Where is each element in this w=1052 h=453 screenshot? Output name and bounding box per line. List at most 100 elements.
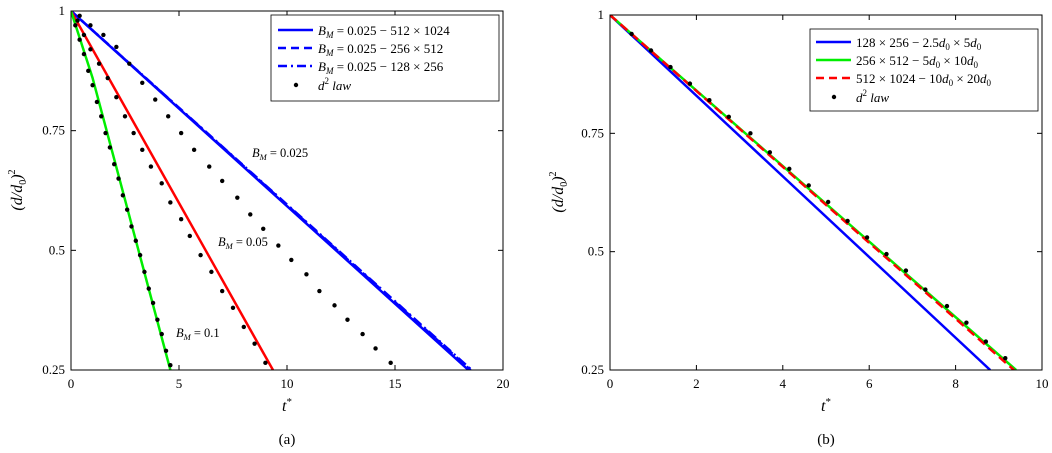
panel-a-dot-6-11	[168, 200, 173, 205]
panel-a-dot-5-5	[140, 80, 145, 86]
panel-b-dot-3-19	[1003, 355, 1008, 361]
panel-a-dot-5-15	[276, 243, 281, 248]
panel-b-dot-3-6	[748, 131, 753, 136]
panel-a-x-axis-title: t*	[282, 396, 292, 415]
panel-a-dot-5-18	[317, 288, 322, 294]
annotation-bm-0025: BM = 0.025	[252, 146, 308, 162]
panel-b-xtick-label: 0	[607, 376, 614, 391]
annotation-bm-005: BM = 0.05	[218, 235, 268, 251]
panel-a-ytick-label: 0.25	[42, 362, 65, 377]
panel-a-dot-7-7	[103, 130, 108, 136]
panel-a-dot-5-13	[248, 212, 253, 217]
legend-b-entry-4: d2 law	[856, 88, 889, 105]
panel-b-dot-3-17	[964, 320, 969, 325]
panel-b-dot-3-16	[944, 303, 950, 309]
panel-a-dot-5-2	[101, 32, 106, 38]
panel-a-plot-area	[71, 11, 473, 429]
legend-swatch-a-dots	[293, 82, 299, 88]
panel-a-dot-5-16	[289, 257, 294, 263]
panel-b-xtick-label: 6	[866, 376, 873, 391]
panel-a-dot-6-18	[241, 324, 246, 330]
panel-a-dot-5-22	[373, 346, 378, 351]
panel-a-xtick-label: 5	[176, 376, 183, 391]
panel-b-dot-3-1	[648, 48, 654, 53]
panel-a-dot-7-16	[142, 269, 147, 275]
panel-a-dot-6-7	[131, 130, 136, 136]
panel-a-dot-7-0	[73, 23, 78, 28]
panel-a-dot-5-0	[77, 13, 82, 18]
panel-b-dot-3-11	[845, 218, 850, 224]
panel-a-dot-5-26	[432, 401, 436, 405]
panel-a-dot-7-18	[150, 300, 156, 306]
panel-a-chart: 0 5 10 15 20 0.25 0.5 0.75 1 (d/d0)2 t* BM = 0.0…	[7, 3, 510, 448]
panel-a-series-line-4	[71, 11, 172, 370]
panel-b-caption: (b)	[817, 432, 835, 448]
panel-a-dot-7-11	[120, 193, 126, 198]
panel-b-series-line-2	[610, 15, 1015, 370]
panel-a-dot-5-9	[191, 147, 197, 153]
panel-a-dot-5-6	[153, 97, 158, 102]
panel-a-dot-5-19	[332, 303, 337, 308]
panel-a-dot-6-0	[75, 18, 80, 23]
panel-a-dot-5-12	[235, 195, 240, 200]
panel-b-xtick-label: 10	[1036, 376, 1049, 391]
panel-b-x-axis-title: t*	[821, 396, 831, 415]
panel-b-dot-3-12	[864, 235, 870, 240]
panel-a-dot-6-5	[114, 94, 119, 100]
panel-b-axes-frame	[609, 14, 1043, 371]
panel-b-dot-3-15	[923, 287, 928, 292]
panel-a-dot-5-17	[304, 272, 309, 277]
panel-a-dot-5-20	[345, 317, 350, 322]
panel-b-dot-3-0	[629, 31, 634, 37]
panel-b-y-axis-title: (d/d0)2	[548, 171, 570, 212]
panel-a-dot-7-5	[94, 99, 100, 105]
panel-b-series-line-0	[610, 15, 992, 370]
panel-b-xtick-label: 4	[780, 376, 787, 391]
panel-b-dot-3-2	[668, 64, 673, 70]
panel-a-caption: (a)	[279, 432, 296, 448]
panel-b-dot-3-3	[687, 81, 693, 86]
panel-a-dot-5-28	[460, 425, 464, 429]
panel-a-dot-5-27	[447, 413, 451, 417]
panel-b-ytick-label: 0.25	[581, 362, 604, 377]
panel-a-dot-7-21	[163, 348, 169, 354]
panel-a-dot-5-25	[417, 387, 421, 391]
panel-a-dot-6-13	[187, 233, 192, 239]
panel-b-dot-3-18	[983, 339, 989, 344]
panel-a-dot-7-12	[124, 207, 130, 212]
panel-b-dot-3-13	[884, 251, 889, 257]
panel-b-ytick-label: 1	[598, 7, 605, 22]
panel-a-dot-6-16	[220, 288, 225, 294]
panel-a-dot-5-24	[404, 375, 408, 379]
panel-a-dot-5-23	[388, 360, 393, 366]
panel-a-ytick-label: 0.75	[42, 123, 65, 138]
panel-b-dot-3-4	[707, 98, 712, 103]
legend-a-entry-4: d2 law	[318, 76, 351, 93]
panel-b-dot-3-8	[787, 166, 792, 172]
panel-a-dot-7-10	[116, 176, 121, 181]
panel-b-ticks: 0 2 4 6 8 10 0.25 0.5 0.75 1	[581, 7, 1048, 391]
panel-a-dot-6-3	[96, 61, 102, 66]
panel-a-dot-5-21	[360, 331, 365, 337]
legend-a-entry-3: BM = 0.025 − 128 × 256	[318, 59, 444, 76]
panel-a-dot-6-10	[159, 181, 164, 186]
panel-a-dot-7-15	[137, 252, 143, 258]
panel-a-dot-7-20	[159, 331, 164, 337]
panel-a-dot-7-4	[90, 82, 95, 88]
panel-b-dot-3-5	[726, 114, 731, 119]
panel-a-xtick-label: 20	[497, 376, 510, 391]
panel-a-dot-7-2	[81, 51, 87, 57]
panel-a-dot-7-6	[99, 114, 104, 119]
panel-b-chart: 0 2 4 6 8 10 0.25 0.5 0.75 1 (d/d0)2 t* 128 × 256…	[548, 7, 1049, 448]
panel-a-y-axis-title: (d/d0)2	[7, 169, 29, 210]
panel-b-dot-3-14	[903, 268, 909, 273]
panel-a-dot-7-19	[155, 317, 160, 322]
panel-a-dot-6-20	[263, 360, 268, 366]
panel-a-dot-5-7	[166, 114, 171, 119]
panel-b-xtick-label: 2	[693, 376, 700, 391]
panel-a-dot-5-4	[127, 61, 132, 66]
legend-b-entry-1: 128 × 256 − 2.5d0 × 5d0	[856, 35, 982, 52]
panel-a-dot-7-1	[77, 37, 82, 42]
panel-a-dot-5-8	[178, 130, 184, 136]
panel-a-dot-7-8	[107, 145, 113, 150]
